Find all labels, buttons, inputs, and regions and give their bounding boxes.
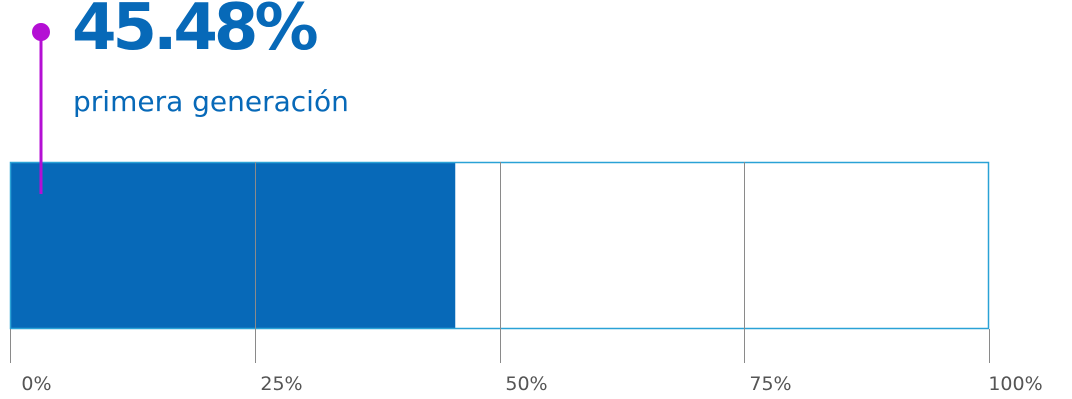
bar-track-outline: [9, 161, 990, 330]
tick-label-100: 100%: [988, 373, 1042, 395]
tick-label-75: 75%: [749, 373, 791, 395]
headline-label: primera generación: [73, 85, 349, 118]
tick-label-0: 0%: [21, 373, 51, 395]
value-bar: [10, 162, 456, 329]
tick-label-50: 50%: [505, 373, 547, 395]
headline-value: 45.48%: [72, 0, 319, 65]
marker-pin-dot: [32, 23, 50, 41]
tick-label-25: 25%: [260, 373, 302, 395]
